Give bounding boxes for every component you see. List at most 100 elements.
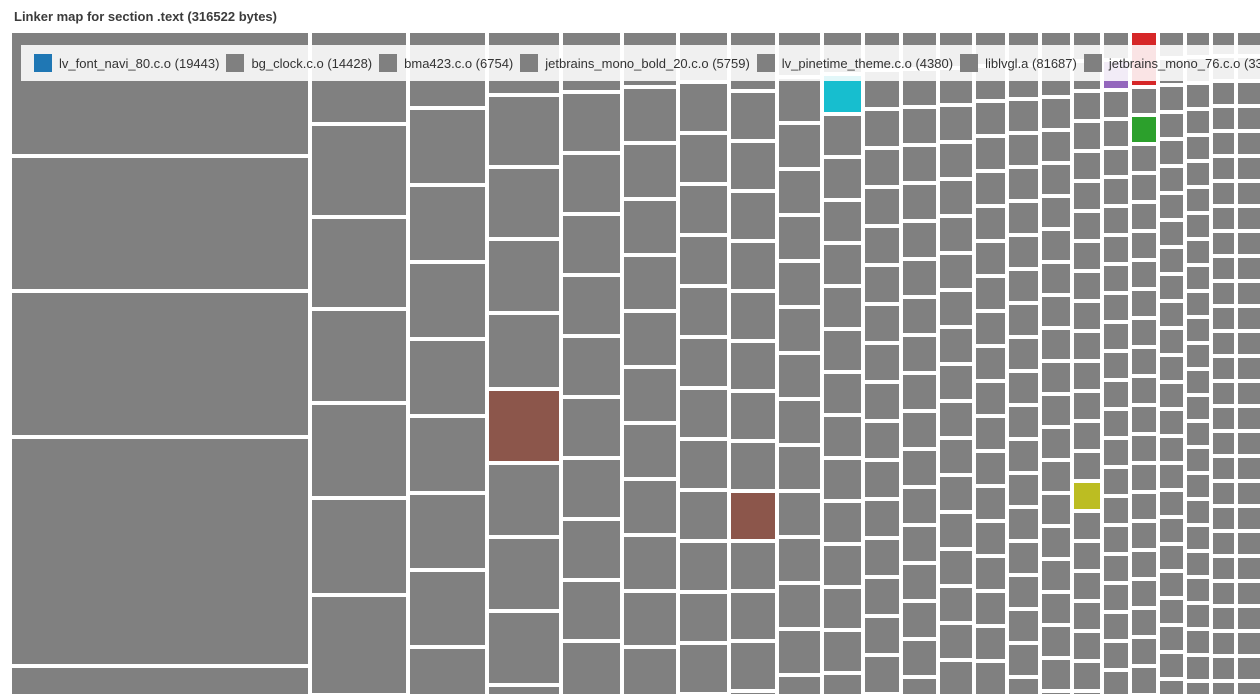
treemap-block[interactable] — [410, 341, 485, 414]
treemap-block[interactable] — [731, 193, 775, 239]
treemap-block[interactable] — [1132, 117, 1156, 142]
treemap-block[interactable] — [779, 171, 820, 213]
treemap-block[interactable] — [1009, 679, 1038, 694]
treemap-block[interactable] — [1074, 453, 1100, 479]
treemap-block[interactable] — [1160, 141, 1183, 164]
treemap-block[interactable] — [940, 292, 972, 325]
treemap-block[interactable] — [779, 125, 820, 167]
treemap-block[interactable] — [865, 579, 899, 614]
treemap-block[interactable] — [779, 263, 820, 305]
treemap-block[interactable] — [1160, 249, 1183, 272]
treemap-block[interactable] — [865, 111, 899, 146]
treemap-block[interactable] — [1104, 353, 1128, 378]
treemap-block[interactable] — [1009, 169, 1038, 199]
treemap-block[interactable] — [563, 277, 620, 334]
treemap-block[interactable] — [903, 413, 936, 447]
treemap-block[interactable] — [1132, 494, 1156, 519]
treemap-block[interactable] — [1213, 333, 1234, 354]
treemap-block[interactable] — [1132, 89, 1156, 113]
treemap-block[interactable] — [976, 488, 1005, 519]
treemap-block[interactable] — [865, 228, 899, 263]
legend-item[interactable]: bma423.c.o (6754) — [379, 54, 513, 72]
treemap-block[interactable] — [1187, 579, 1209, 601]
treemap-block[interactable] — [731, 443, 775, 489]
treemap-block[interactable] — [1074, 123, 1100, 149]
treemap-block[interactable] — [410, 187, 485, 260]
treemap-block[interactable] — [1238, 83, 1260, 104]
treemap-block[interactable] — [1187, 683, 1209, 694]
treemap-block[interactable] — [410, 572, 485, 645]
treemap-block[interactable] — [779, 355, 820, 397]
treemap-block[interactable] — [1074, 513, 1100, 539]
treemap-block[interactable] — [976, 663, 1005, 694]
treemap-block[interactable] — [12, 439, 308, 664]
treemap-block[interactable] — [903, 109, 936, 143]
treemap-block[interactable] — [1213, 483, 1234, 504]
treemap-block[interactable] — [1104, 179, 1128, 204]
treemap-block[interactable] — [1187, 501, 1209, 523]
treemap-block[interactable] — [940, 255, 972, 288]
treemap-block[interactable] — [1104, 672, 1128, 694]
treemap-block[interactable] — [731, 643, 775, 689]
treemap-block[interactable] — [1009, 611, 1038, 641]
treemap-block[interactable] — [1042, 495, 1070, 524]
treemap-block[interactable] — [624, 313, 676, 365]
treemap-block[interactable] — [1009, 101, 1038, 131]
treemap-block[interactable] — [976, 523, 1005, 554]
treemap-block[interactable] — [903, 223, 936, 257]
treemap-block[interactable] — [1074, 363, 1100, 389]
treemap-block[interactable] — [824, 245, 861, 284]
treemap-block[interactable] — [903, 679, 936, 694]
treemap-block[interactable] — [1238, 158, 1260, 179]
treemap-block[interactable] — [824, 116, 861, 155]
treemap-block[interactable] — [1042, 363, 1070, 392]
treemap-block[interactable] — [976, 103, 1005, 134]
treemap-block[interactable] — [1074, 663, 1100, 689]
treemap-block[interactable] — [624, 481, 676, 533]
treemap-block[interactable] — [1104, 295, 1128, 320]
treemap-block[interactable] — [731, 493, 775, 539]
treemap-block[interactable] — [624, 257, 676, 309]
treemap-block[interactable] — [1042, 660, 1070, 689]
treemap-block[interactable] — [563, 460, 620, 517]
treemap-block[interactable] — [563, 521, 620, 578]
treemap-block[interactable] — [489, 465, 559, 535]
treemap-block[interactable] — [1132, 320, 1156, 345]
treemap-block[interactable] — [1009, 441, 1038, 471]
treemap-block[interactable] — [824, 546, 861, 585]
treemap-block[interactable] — [976, 313, 1005, 344]
treemap-block[interactable] — [1213, 108, 1234, 129]
treemap-block[interactable] — [903, 527, 936, 561]
treemap-block[interactable] — [312, 597, 406, 693]
treemap-block[interactable] — [1042, 330, 1070, 359]
treemap-block[interactable] — [680, 339, 727, 386]
treemap-block[interactable] — [976, 453, 1005, 484]
treemap-block[interactable] — [1009, 305, 1038, 335]
treemap-block[interactable] — [489, 539, 559, 609]
treemap-block[interactable] — [940, 181, 972, 214]
treemap-block[interactable] — [624, 537, 676, 589]
treemap-block[interactable] — [1238, 133, 1260, 154]
treemap-block[interactable] — [1160, 114, 1183, 137]
treemap-block[interactable] — [1104, 440, 1128, 465]
treemap-block[interactable] — [410, 649, 485, 694]
treemap-block[interactable] — [563, 216, 620, 273]
treemap-block[interactable] — [1187, 605, 1209, 627]
treemap-block[interactable] — [1213, 133, 1234, 154]
treemap-block[interactable] — [865, 306, 899, 341]
treemap-block[interactable] — [1238, 108, 1260, 129]
treemap-block[interactable] — [1104, 643, 1128, 668]
treemap-block[interactable] — [1042, 198, 1070, 227]
treemap-block[interactable] — [1238, 633, 1260, 654]
treemap-block[interactable] — [1187, 631, 1209, 653]
treemap-block[interactable] — [563, 338, 620, 395]
treemap-block[interactable] — [1238, 333, 1260, 354]
treemap-block[interactable] — [489, 315, 559, 387]
treemap-block[interactable] — [563, 643, 620, 694]
treemap-block[interactable] — [1104, 266, 1128, 291]
treemap-block[interactable] — [824, 675, 861, 694]
treemap-block[interactable] — [1213, 583, 1234, 604]
treemap-block[interactable] — [1238, 583, 1260, 604]
treemap-block[interactable] — [1187, 241, 1209, 263]
treemap-block[interactable] — [1042, 231, 1070, 260]
